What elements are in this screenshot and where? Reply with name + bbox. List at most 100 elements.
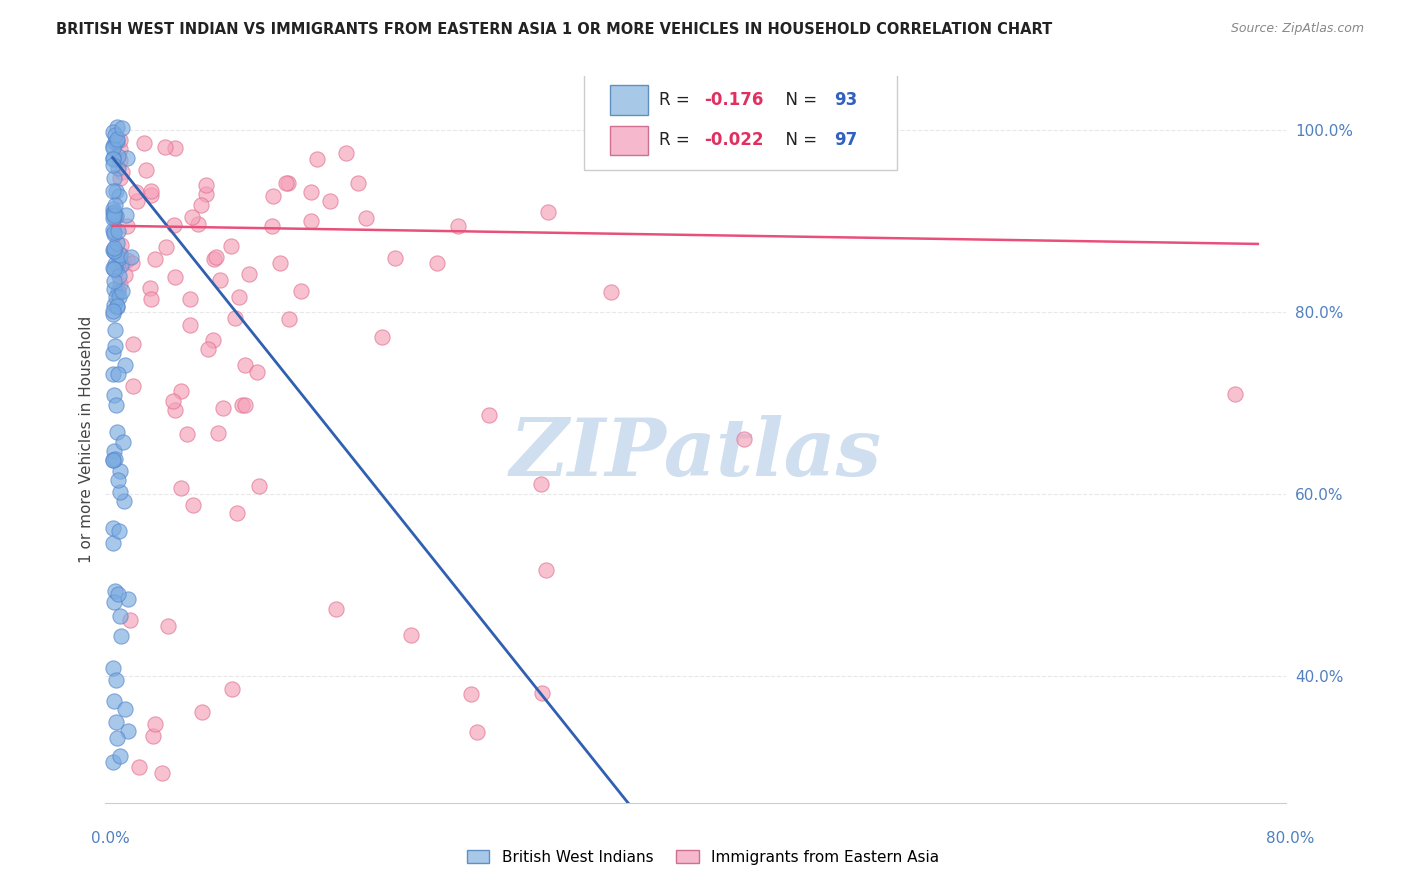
Point bbox=[125, 186, 148, 200]
Point bbox=[120, 613, 142, 627]
Point bbox=[115, 151, 138, 165]
Point bbox=[103, 125, 125, 139]
Point bbox=[170, 384, 193, 398]
Point bbox=[197, 343, 219, 357]
Text: BRITISH WEST INDIAN VS IMMIGRANTS FROM EASTERN ASIA 1 OR MORE VEHICLES IN HOUSEH: BRITISH WEST INDIAN VS IMMIGRANTS FROM E… bbox=[56, 22, 1053, 37]
Point bbox=[150, 766, 173, 780]
Point bbox=[117, 724, 139, 739]
Point bbox=[108, 269, 131, 284]
Point bbox=[238, 267, 260, 281]
Point bbox=[108, 153, 131, 167]
Point bbox=[101, 152, 124, 166]
Point bbox=[235, 358, 257, 372]
Point bbox=[103, 244, 125, 259]
Point bbox=[534, 563, 557, 577]
Point bbox=[104, 583, 127, 598]
Point bbox=[107, 367, 129, 381]
Point bbox=[103, 208, 125, 222]
Point bbox=[105, 120, 128, 134]
Point bbox=[103, 261, 125, 276]
Point bbox=[115, 252, 138, 267]
Point bbox=[110, 464, 132, 478]
Text: 0.0%: 0.0% bbox=[91, 831, 131, 846]
Point bbox=[299, 214, 322, 228]
Point bbox=[101, 453, 124, 467]
Point bbox=[108, 251, 131, 265]
Point bbox=[105, 132, 128, 146]
Point bbox=[600, 285, 623, 299]
Point bbox=[128, 760, 150, 774]
Point bbox=[101, 158, 124, 172]
Point bbox=[101, 452, 124, 467]
Point bbox=[228, 290, 250, 304]
Point bbox=[104, 209, 127, 223]
Point bbox=[209, 273, 232, 287]
Point bbox=[114, 208, 136, 222]
Point bbox=[103, 141, 125, 155]
Point bbox=[162, 219, 184, 233]
Point bbox=[107, 524, 129, 538]
Point bbox=[104, 262, 127, 277]
Point bbox=[531, 686, 554, 700]
Text: 93: 93 bbox=[834, 91, 858, 109]
Point bbox=[110, 258, 132, 272]
Point bbox=[262, 189, 284, 203]
Point bbox=[290, 284, 312, 298]
Point bbox=[101, 521, 124, 535]
Point bbox=[139, 281, 162, 295]
Point bbox=[105, 673, 128, 687]
Point bbox=[101, 261, 124, 276]
Point bbox=[103, 138, 125, 153]
Point bbox=[181, 498, 204, 512]
Point bbox=[111, 121, 134, 136]
Point bbox=[107, 474, 129, 488]
Point bbox=[101, 206, 124, 220]
Point bbox=[114, 359, 136, 373]
Point bbox=[467, 724, 489, 739]
Point bbox=[221, 682, 243, 697]
Text: 97: 97 bbox=[834, 131, 858, 149]
Point bbox=[156, 619, 179, 633]
Point bbox=[354, 211, 377, 226]
FancyBboxPatch shape bbox=[583, 72, 897, 170]
Point bbox=[111, 285, 134, 299]
Point bbox=[733, 432, 755, 446]
Point bbox=[460, 687, 482, 701]
Point bbox=[111, 165, 134, 179]
Point bbox=[132, 136, 155, 151]
Point bbox=[426, 255, 449, 269]
Point bbox=[121, 256, 143, 270]
Point bbox=[108, 290, 131, 304]
Point bbox=[202, 334, 225, 348]
Point bbox=[103, 694, 125, 708]
Point bbox=[103, 282, 125, 296]
Point bbox=[115, 219, 138, 233]
Point bbox=[122, 337, 145, 351]
Text: R =: R = bbox=[659, 91, 696, 109]
Point bbox=[319, 194, 342, 208]
Legend: British West Indians, Immigrants from Eastern Asia: British West Indians, Immigrants from Ea… bbox=[460, 844, 946, 871]
Point bbox=[103, 323, 125, 337]
Point bbox=[139, 184, 162, 198]
Point bbox=[105, 731, 128, 745]
Point bbox=[108, 133, 131, 147]
Point bbox=[105, 299, 128, 313]
Point bbox=[211, 401, 233, 416]
Point bbox=[165, 269, 187, 284]
Point bbox=[121, 378, 143, 392]
Point bbox=[104, 452, 127, 467]
Point bbox=[104, 184, 127, 198]
Point bbox=[446, 219, 468, 234]
Point bbox=[187, 217, 209, 231]
Point bbox=[107, 161, 129, 175]
Point bbox=[111, 435, 134, 450]
Point bbox=[103, 388, 125, 402]
Point bbox=[143, 252, 166, 267]
Point bbox=[221, 239, 243, 253]
FancyBboxPatch shape bbox=[610, 126, 648, 154]
Point bbox=[163, 141, 186, 155]
Point bbox=[104, 339, 127, 353]
Point bbox=[191, 706, 214, 720]
Point bbox=[246, 365, 269, 379]
Point bbox=[104, 198, 127, 212]
